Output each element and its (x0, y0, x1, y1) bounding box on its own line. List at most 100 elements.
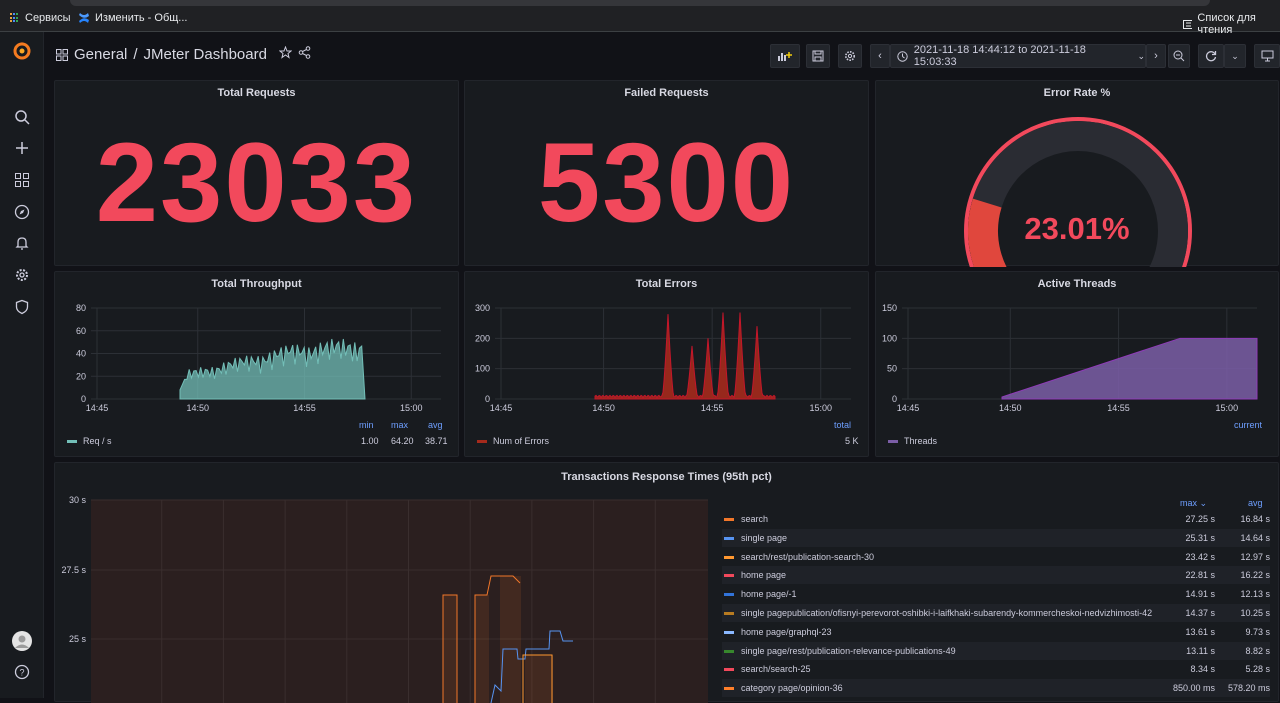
gauge-fill-arc (968, 198, 1007, 267)
panel-total-throughput[interactable]: Total Throughput 0 20 40 60 80 14:45 14:50 14:5… (54, 271, 459, 457)
series-line-publication-search (522, 654, 553, 703)
plus-icon[interactable] (11, 137, 33, 159)
save-icon (812, 50, 824, 62)
refresh-interval-dropdown[interactable]: ⌄ (1224, 44, 1246, 68)
series-line-single-page (490, 630, 573, 703)
legend-item[interactable]: Num of Errors (477, 436, 549, 446)
zoom-out-button[interactable] (1168, 44, 1190, 68)
panel-total-errors[interactable]: Total Errors 0 100 200 300 14:45 14:50 14:55 15… (464, 271, 869, 457)
dashboard-settings-button[interactable] (838, 44, 862, 68)
legend-swatch (888, 439, 898, 443)
save-dashboard-button[interactable] (806, 44, 830, 68)
time-back-button[interactable]: ‹ (870, 44, 890, 68)
time-forward-button[interactable]: › (1146, 44, 1166, 68)
y-tick-label: 27.5 s (61, 565, 86, 575)
errors-chart: 0 100 200 300 14:45 14:50 14:55 15:00 (475, 303, 851, 413)
share-icon[interactable] (298, 46, 311, 63)
legend-item[interactable]: Req / s (67, 436, 112, 446)
legend-item[interactable]: home page/-1 14.91 s 12.13 s (722, 585, 1270, 603)
avatar[interactable] (11, 630, 33, 652)
legend-header-max[interactable]: max ⌄ (1180, 498, 1208, 508)
legend-item[interactable]: search/rest/publication-search-30 23.42 s… (722, 548, 1270, 566)
star-icon[interactable] (278, 45, 293, 63)
dashboards-icon[interactable] (11, 169, 33, 191)
bookmark-edit[interactable]: Изменить - Общ... (78, 12, 187, 24)
panel-total-requests[interactable]: Total Requests 23033 (54, 80, 459, 266)
response-times-chart: 30 s 27.5 s 25 s (61, 495, 708, 703)
x-tick-label: 14:45 (897, 403, 920, 413)
panel-title: Active Threads (1037, 278, 1117, 290)
legend-item[interactable]: Threads (888, 436, 937, 446)
legend-header-avg[interactable]: avg (1248, 498, 1263, 508)
tv-mode-button[interactable] (1254, 44, 1280, 68)
panel-failed-requests[interactable]: Failed Requests 5300 (464, 80, 869, 266)
legend-item[interactable]: home page/graphql-23 13.61 s 9.73 s (722, 623, 1270, 641)
legend-item[interactable]: search 27.25 s 16.84 s (722, 510, 1270, 528)
legend-label: single page (741, 532, 788, 543)
refresh-icon (1205, 51, 1217, 62)
legend-header-current[interactable]: current (1234, 420, 1263, 430)
reading-list[interactable]: Список для чтения (1183, 12, 1280, 36)
legend-stat-max: 22.81 s (1185, 570, 1215, 581)
legend-stat-avg: 16.84 s (1240, 514, 1270, 524)
dashboard-title[interactable]: JMeter Dashboard (143, 46, 267, 63)
gauge-track-arc (968, 121, 1188, 267)
x-tick-label: 14:55 (701, 403, 724, 413)
url-bar[interactable] (70, 0, 1210, 6)
panel-error-rate[interactable]: Error Rate % 23.01% (875, 80, 1279, 267)
search-icon[interactable] (11, 106, 33, 128)
time-picker[interactable]: 2021-11-18 14:44:12 to 2021-11-18 15:03:… (890, 44, 1146, 68)
legend-stat-total: 5 K (845, 436, 859, 446)
chevron-down-icon: ⌄ (1137, 50, 1145, 61)
legend-stat-avg: 5.28 s (1245, 664, 1270, 675)
series-area-threads (1001, 337, 1258, 400)
grafana-logo-icon[interactable] (11, 40, 33, 62)
legend-header-total[interactable]: total (834, 420, 852, 430)
throughput-chart: 0 20 40 60 80 14:45 14:50 14:55 15:00 (76, 303, 441, 413)
legend-label: search (741, 514, 769, 524)
bookmark-services[interactable]: Сервисы (10, 12, 71, 24)
legend-item[interactable]: single page 25.31 s 14.64 s (722, 528, 1270, 547)
legend-stat-avg: 10.25 s (1240, 608, 1270, 618)
y-tick-label: 150 (882, 303, 897, 313)
legend-item[interactable]: single pagepublication/ofisnyi-perevorot… (722, 604, 1270, 622)
y-tick-label: 0 (892, 394, 897, 404)
y-tick-label: 200 (475, 333, 490, 343)
browser-bookmarks-bar: Сервисы Изменить - Общ... Список для чте… (0, 0, 1280, 36)
breadcrumb-separator: / (133, 46, 138, 63)
y-tick-label: 0 (81, 394, 86, 404)
legend-item[interactable]: single page/rest/publication-relevance-p… (722, 641, 1270, 660)
y-tick-label: 100 (475, 364, 490, 374)
help-icon[interactable]: ? (11, 661, 33, 683)
panel-active-threads[interactable]: Active Threads 0 50 100 150 14:45 14:50 14:55 1… (875, 271, 1279, 457)
explore-compass-icon[interactable] (11, 201, 33, 223)
legend-header-avg[interactable]: avg (428, 420, 443, 430)
add-panel-button[interactable] (770, 44, 800, 68)
y-tick-label: 30 s (69, 495, 87, 505)
legend-item[interactable]: search/search-25 8.34 s 5.28 s (722, 660, 1270, 678)
x-tick-label: 14:50 (999, 403, 1022, 413)
panel-title: Total Errors (635, 278, 698, 290)
legend-stat-max: 13.11 s (1186, 645, 1215, 656)
legend-header-max[interactable]: max (391, 420, 409, 430)
add-panel-icon (778, 52, 792, 61)
bell-icon[interactable] (11, 232, 33, 254)
shield-icon[interactable] (11, 296, 33, 318)
legend-header-min[interactable]: min (359, 420, 374, 430)
legend-label: single pagepublication/ofisnyi-perevorot… (741, 608, 1153, 618)
x-tick-label: 14:50 (186, 403, 209, 413)
legend-label: home page (741, 570, 787, 581)
legend-item[interactable]: category page/opinion-36 850.00 ms 578.20 … (722, 679, 1270, 698)
legend-item[interactable]: home page 22.81 s 16.22 s (722, 566, 1270, 585)
gear-icon[interactable] (11, 264, 33, 286)
gear-icon (845, 51, 855, 61)
breadcrumb-folder[interactable]: General (74, 46, 128, 63)
legend-stat-avg: 14.64 s (1240, 532, 1270, 543)
refresh-button[interactable] (1198, 44, 1224, 68)
response-area (443, 595, 457, 703)
legend-label: home page/-1 (741, 589, 797, 600)
legend-swatch (67, 439, 77, 443)
legend-stat-max: 8.34 s (1190, 664, 1215, 675)
legend-swatch (724, 668, 734, 672)
legend-label: Req / s (83, 436, 112, 446)
